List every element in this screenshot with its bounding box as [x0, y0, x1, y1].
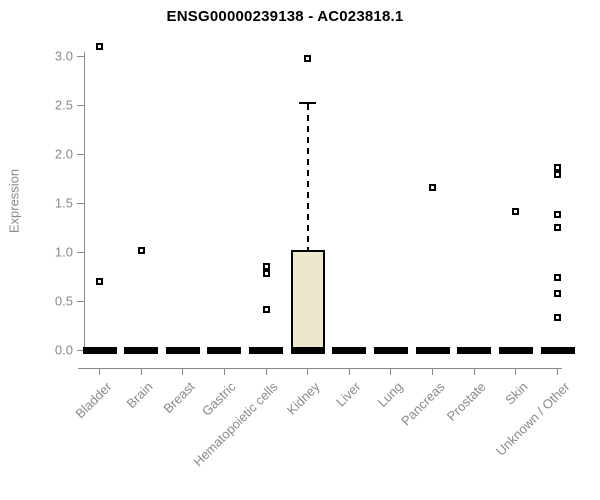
- x-category-label: Lung: [374, 379, 406, 411]
- outlier-point: [554, 273, 562, 281]
- median-bar: [290, 347, 325, 354]
- x-category-label: Kidney: [283, 379, 323, 418]
- y-tick: [77, 251, 84, 253]
- median-bar: [332, 347, 367, 354]
- median-bar: [124, 347, 159, 354]
- x-tick: [265, 368, 267, 375]
- x-category-label: Pancreas: [397, 379, 448, 429]
- x-category-label: Skin: [502, 379, 531, 408]
- x-category-label: Gastric: [199, 379, 240, 419]
- x-axis-line: [78, 368, 562, 369]
- median-bar: [415, 347, 450, 354]
- whisker-line: [306, 104, 309, 251]
- x-category-label: Brain: [123, 379, 156, 412]
- outlier-point: [554, 289, 562, 297]
- x-category-label: Bladder: [71, 379, 115, 422]
- x-tick: [182, 368, 184, 375]
- x-tick: [473, 368, 475, 375]
- y-tick-label: 0.5: [54, 293, 73, 309]
- median-bar: [540, 347, 575, 354]
- y-tick-label: 0.0: [54, 342, 73, 358]
- median-bar: [373, 347, 408, 354]
- median-bar: [498, 347, 533, 354]
- outlier-point: [262, 263, 270, 271]
- y-tick: [77, 153, 84, 155]
- y-tick: [77, 104, 84, 106]
- x-tick: [348, 368, 350, 375]
- x-category-label: Breast: [160, 379, 198, 417]
- median-bar: [207, 347, 242, 354]
- outlier-point: [262, 270, 270, 278]
- median-bar: [249, 347, 284, 354]
- y-tick-label: 1.0: [54, 244, 73, 260]
- x-tick: [223, 368, 225, 375]
- outlier-point: [512, 208, 520, 216]
- y-axis-title: Expression: [6, 168, 22, 234]
- outlier-point: [262, 306, 270, 314]
- y-tick: [77, 300, 84, 302]
- y-tick-label: 3.0: [54, 48, 73, 64]
- outlier-point: [554, 164, 562, 172]
- median-bar: [165, 347, 200, 354]
- x-tick: [307, 368, 309, 375]
- whisker-cap: [299, 102, 317, 105]
- outlier-point: [96, 277, 103, 285]
- x-tick: [432, 368, 434, 375]
- y-tick: [77, 55, 84, 57]
- x-tick: [99, 368, 100, 375]
- outlier-point: [554, 314, 562, 322]
- y-tick: [77, 349, 84, 351]
- median-bar: [82, 347, 117, 354]
- y-tick-label: 2.0: [54, 146, 73, 162]
- x-tick: [140, 368, 142, 375]
- outlier-point: [137, 246, 145, 254]
- x-tick: [390, 368, 392, 375]
- outlier-point: [96, 42, 103, 50]
- outlier-point: [554, 171, 562, 179]
- x-tick: [557, 368, 559, 375]
- outlier-point: [554, 224, 562, 231]
- outlier-point: [429, 183, 437, 191]
- y-tick-label: 2.5: [54, 97, 73, 113]
- x-category-label: Prostate: [444, 379, 489, 424]
- x-category-label: Liver: [333, 379, 364, 410]
- median-bar: [457, 347, 492, 354]
- outlier-point: [554, 211, 562, 219]
- y-axis-line: [84, 52, 85, 351]
- x-tick: [515, 368, 517, 375]
- x-category-label: Unknown / Other: [492, 379, 573, 459]
- iqr-box: [290, 250, 325, 350]
- y-tick-label: 1.5: [54, 195, 73, 211]
- y-tick: [77, 202, 84, 204]
- chart-title: ENSG00000239138 - AC023818.1: [166, 8, 404, 25]
- outlier-point: [304, 55, 312, 63]
